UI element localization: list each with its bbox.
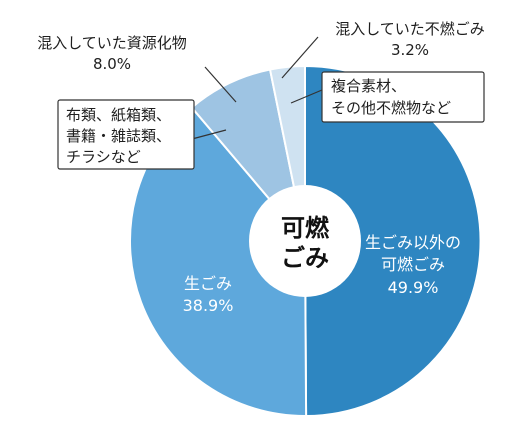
slice-label-resources: 混入していた資源化物 8.0% (37, 34, 237, 103)
slice-label-food-waste-line-1: 生ごみ (184, 274, 232, 293)
center-circle (249, 185, 361, 297)
slice-value-nonburnable: 3.2% (391, 41, 429, 59)
callout-nonburnable-line-2: その他不燃物など (331, 99, 451, 117)
resources-leader-line (204, 66, 237, 103)
slice-label-nonburnable: 混入していた不燃ごみ 3.2% (281, 20, 485, 79)
slice-label-resources-line-1: 混入していた資源化物 (37, 34, 187, 52)
callout-resources-pointer (191, 129, 227, 140)
callout-nonburnable-line-1: 複合素材、 (331, 77, 406, 95)
slice-label-other-burnable-line-2: 可燃ごみ (381, 255, 445, 274)
callout-nonburnable-box (321, 71, 485, 123)
callout-resources-box (57, 99, 195, 170)
slice-label-food-waste: 生ごみ 38.9% (183, 274, 234, 315)
callout-resources-line-1: 布類、紙箱類、 (66, 106, 171, 124)
slice-value-other-burnable: 49.9% (388, 278, 439, 297)
slice-value-resources: 8.0% (93, 55, 131, 73)
center-label-line-2: ごみ (281, 244, 329, 272)
slice-label-other-burnable-line-1: 生ごみ以外の (365, 233, 461, 252)
slice-label-nonburnable-line-1: 混入していた不燃ごみ (335, 20, 485, 38)
callout-nonburnable-pointer (290, 89, 323, 104)
center-hole: 可燃 ごみ (249, 185, 361, 297)
center-label-line-1: 可燃 (281, 214, 330, 242)
callout-nonburnable-detail: 複合素材、 その他不燃物など (290, 71, 485, 123)
slice-label-other-burnable: 生ごみ以外の 可燃ごみ 49.9% (365, 233, 461, 297)
callout-resources-line-2: 書籍・雑誌類、 (66, 127, 171, 145)
slice-value-food-waste: 38.9% (183, 296, 234, 315)
nonburnable-leader-line (281, 36, 319, 79)
callout-resources-line-3: チラシなど (66, 148, 141, 166)
callout-resources-detail: 布類、紙箱類、 書籍・雑誌類、 チラシなど (57, 99, 227, 170)
